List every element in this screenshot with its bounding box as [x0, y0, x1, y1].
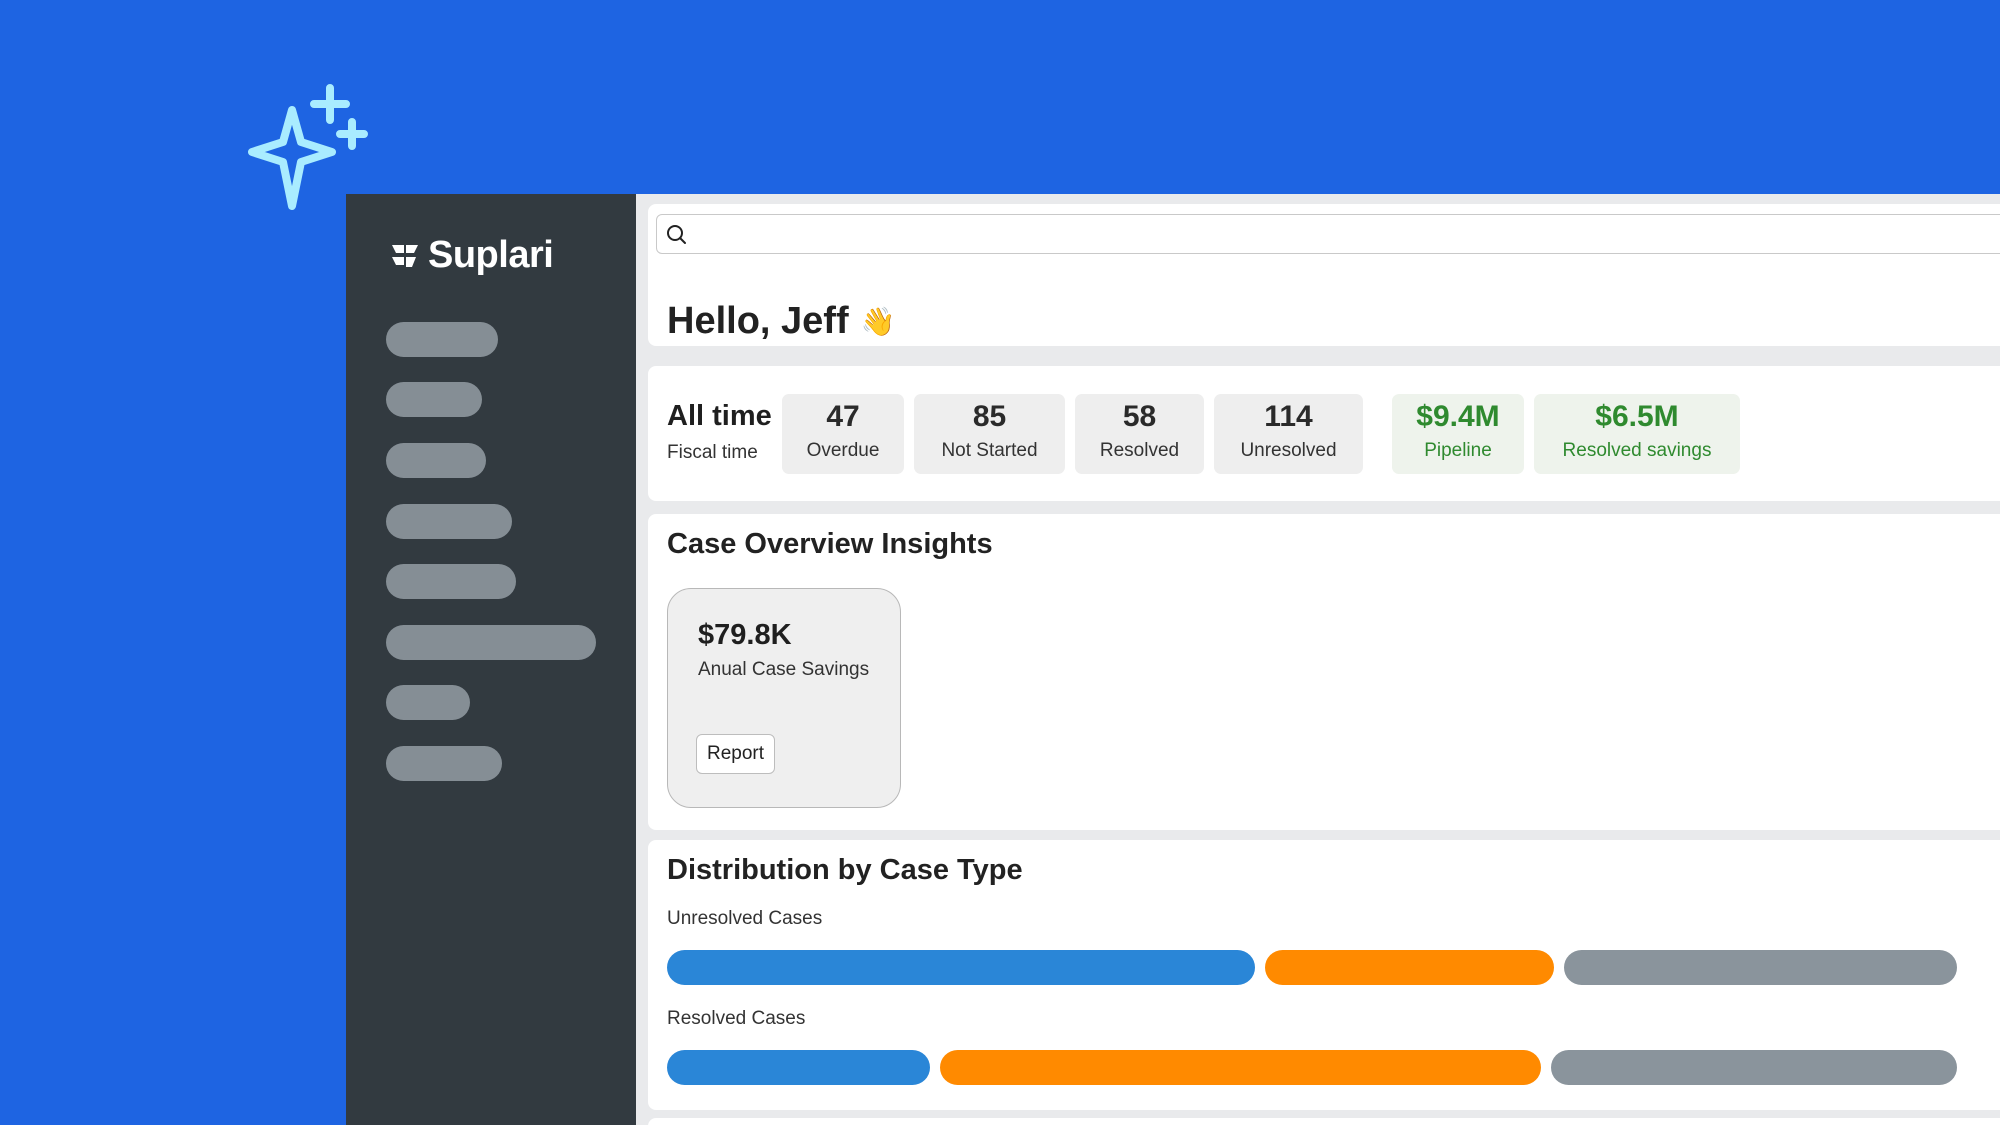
bar-segment-blue[interactable]	[667, 1050, 930, 1085]
stat-unresolved[interactable]: 114 Unresolved	[1214, 394, 1363, 474]
resolved-cases-label: Resolved Cases	[667, 1008, 806, 1029]
stat-resolved[interactable]: 58 Resolved	[1075, 394, 1204, 474]
distribution-card: Distribution by Case Type Unresolved Cas…	[648, 840, 2000, 1110]
unresolved-cases-label: Unresolved Cases	[667, 908, 823, 929]
stat-label: Not Started	[941, 440, 1038, 461]
stat-label: Resolved savings	[1562, 440, 1712, 461]
sidebar-item-7[interactable]	[386, 685, 470, 720]
stat-value: 58	[1122, 400, 1157, 433]
sparkle-icon	[248, 84, 368, 210]
insights-card: Case Overview Insights $79.8K Anual Case…	[648, 514, 2000, 830]
period-selector[interactable]: All time	[667, 400, 772, 432]
brand-name: Suplari	[428, 234, 554, 276]
sidebar-item-2[interactable]	[386, 382, 482, 417]
distribution-title: Distribution by Case Type	[667, 854, 1023, 886]
stat-value: 85	[972, 400, 1007, 433]
waving-hand-icon: 👋	[860, 306, 896, 337]
stat-value: $9.4M	[1416, 400, 1500, 433]
stat-not-started[interactable]: 85 Not Started	[914, 394, 1065, 474]
app-window: Suplari Hello, Jeff 👋 All time	[346, 194, 2000, 1125]
sidebar-item-5[interactable]	[386, 564, 516, 599]
stat-label: Overdue	[806, 440, 880, 461]
stat-label: Pipeline	[1424, 440, 1492, 461]
stat-value: 47	[826, 400, 860, 433]
suplari-logo-icon	[392, 244, 418, 267]
search-input[interactable]	[656, 214, 2000, 254]
bar-segment-orange[interactable]	[1265, 950, 1554, 985]
insight-value: $79.8K	[698, 619, 792, 651]
sidebar-item-1[interactable]	[386, 322, 498, 357]
insight-label: Anual Case Savings	[698, 659, 870, 680]
page-greeting: Hello, Jeff 👋	[667, 300, 895, 343]
report-button[interactable]: Report	[696, 734, 776, 774]
brand-logo[interactable]: Suplari	[388, 234, 554, 277]
sidebar-item-6[interactable]	[386, 625, 596, 660]
stat-pipeline[interactable]: $9.4M Pipeline	[1392, 394, 1524, 474]
stat-resolved-savings[interactable]: $6.5M Resolved savings	[1534, 394, 1740, 474]
insight-card-annual-savings[interactable]: $79.8K Anual Case Savings Report	[667, 588, 901, 808]
bar-segment-gray[interactable]	[1551, 1050, 1957, 1085]
main-content: Hello, Jeff 👋 All time Fiscal time 47 Ov…	[636, 194, 2000, 1125]
sidebar: Suplari	[346, 194, 636, 1125]
stat-value: $6.5M	[1595, 400, 1679, 433]
bar-segment-orange[interactable]	[940, 1050, 1541, 1085]
sidebar-item-3[interactable]	[386, 443, 486, 478]
summary-card: All time Fiscal time 47 Overdue 85 Not S…	[648, 366, 2000, 501]
bar-segment-gray[interactable]	[1564, 950, 1957, 985]
stat-label: Unresolved	[1240, 440, 1337, 461]
header-card: Hello, Jeff 👋	[648, 204, 2000, 346]
sidebar-item-8[interactable]	[386, 746, 502, 781]
search-icon	[667, 225, 686, 244]
sidebar-item-4[interactable]	[386, 504, 512, 539]
stat-value: 114	[1264, 400, 1313, 433]
stat-overdue[interactable]: 47 Overdue	[782, 394, 904, 474]
period-subtitle: Fiscal time	[667, 442, 758, 463]
stat-label: Resolved	[1099, 440, 1180, 461]
insights-title: Case Overview Insights	[667, 528, 993, 560]
greeting-text: Hello, Jeff	[667, 300, 849, 342]
bar-segment-blue[interactable]	[667, 950, 1255, 985]
next-card	[648, 1118, 2000, 1125]
